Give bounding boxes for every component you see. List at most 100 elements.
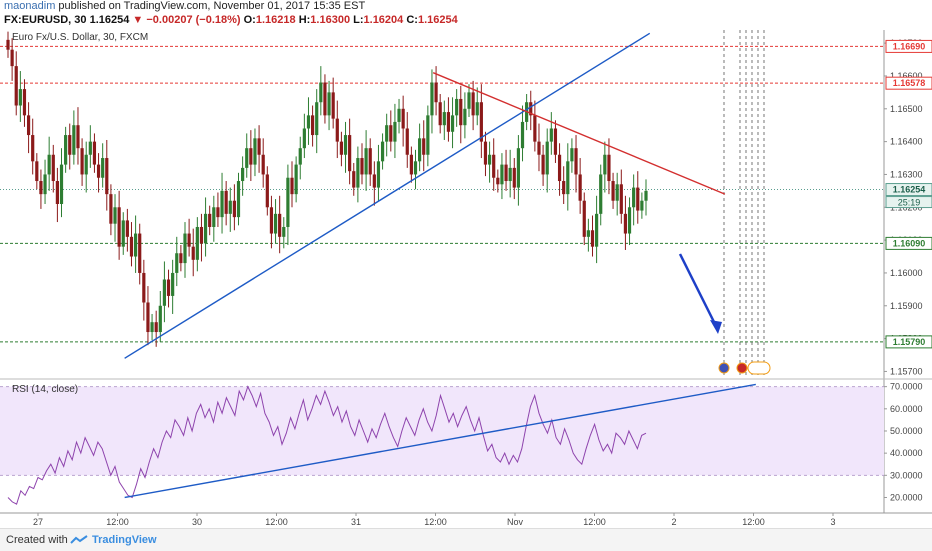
candle-body <box>393 121 397 142</box>
level-label-box <box>885 39 932 53</box>
candle-body <box>582 200 586 237</box>
candle-body <box>541 154 545 175</box>
candle-body <box>51 154 55 182</box>
candle-body <box>438 102 442 126</box>
candle-body <box>249 148 253 165</box>
candle-body <box>331 92 335 119</box>
price-chart[interactable]: 1.167001.166001.165001.164001.163001.162… <box>0 0 932 528</box>
candle-body <box>245 148 249 168</box>
level-label-box <box>885 76 932 90</box>
candle-body <box>241 167 245 182</box>
candle-body <box>236 181 241 218</box>
close-value: 1.16254 <box>417 14 458 26</box>
author-link[interactable]: maonadim <box>4 0 56 12</box>
candle-body <box>310 115 315 136</box>
candle-body <box>76 125 80 149</box>
candle-body <box>154 322 158 333</box>
candle-body <box>599 174 603 214</box>
price-tick-label: 1.16500 <box>890 104 923 114</box>
time-tick-label: 12:00 <box>424 517 447 527</box>
candle-body <box>603 154 607 175</box>
symbol-ohlc-line: FX:EURUSD, 30 1.16254 ▼ −0.00207 (−0.18%… <box>4 14 458 26</box>
candle-body <box>632 187 636 208</box>
candle-body <box>409 154 413 175</box>
candle-body <box>22 89 27 116</box>
candle-body <box>26 115 31 136</box>
candle-body <box>619 184 623 214</box>
candle-body <box>35 161 39 182</box>
candle-body <box>224 190 228 214</box>
candle-body <box>59 164 64 204</box>
rsi-tick-label: 20.0000 <box>890 492 923 502</box>
candle-body <box>315 102 319 136</box>
candle-body <box>195 226 199 260</box>
candle-body <box>413 161 418 175</box>
candle-body <box>339 141 344 155</box>
low-label: L: <box>353 14 364 26</box>
candle-body <box>467 92 471 109</box>
candle-body <box>261 154 265 175</box>
time-tick-label: 3 <box>830 517 835 527</box>
event-flag-icon <box>736 362 748 374</box>
price-tick-label: 1.16400 <box>890 137 923 147</box>
candle-body <box>578 174 582 201</box>
time-tick-label: 27 <box>33 517 43 527</box>
candle-body <box>376 161 381 188</box>
price-tick-label: 1.15700 <box>890 366 923 376</box>
rsi-title: RSI (14, close) <box>12 384 78 395</box>
candle-body <box>422 138 426 155</box>
price-tick-label: 1.15900 <box>890 301 923 311</box>
symbol-label: FX:EURUSD, 30 <box>4 14 87 26</box>
candle-body <box>113 207 117 224</box>
candle-body <box>319 82 323 103</box>
candle-body <box>348 135 352 172</box>
candle-body <box>273 213 278 234</box>
candle-body <box>463 108 467 126</box>
footer-bar: Created with TradingView <box>0 528 932 551</box>
candle-body <box>446 112 451 132</box>
candle-body <box>533 115 537 142</box>
candle-body <box>220 190 224 218</box>
price-pane <box>0 30 884 378</box>
tradingview-logo-icon <box>70 535 88 544</box>
candle-body <box>216 207 220 218</box>
candle-body <box>636 187 640 211</box>
candle-body <box>479 102 483 142</box>
open-label: O: <box>243 14 256 26</box>
candle-body <box>327 92 331 116</box>
low-value: 1.16204 <box>363 14 404 26</box>
candle-body <box>14 66 18 106</box>
candle-body <box>306 115 311 129</box>
candle-body <box>125 220 129 237</box>
candle-body <box>529 102 533 116</box>
candle-body <box>166 279 171 296</box>
candle-body <box>574 148 578 175</box>
candle-body <box>129 236 134 257</box>
candle-body <box>228 200 232 214</box>
candle-body <box>545 141 549 175</box>
tradingview-brand[interactable]: TradingView <box>92 534 157 546</box>
candle-body <box>117 207 121 247</box>
candle-body <box>607 154 611 182</box>
candle-body <box>590 230 595 247</box>
rsi-tick-label: 40.0000 <box>890 448 923 458</box>
candle-body <box>450 115 455 132</box>
candle-body <box>121 220 125 247</box>
high-value: 1.16300 <box>310 14 351 26</box>
candle-body <box>282 226 286 237</box>
candle-body <box>557 154 562 182</box>
candle-body <box>389 125 393 142</box>
chart-title: Euro Fx/U.S. Dollar, 30, FXCM <box>12 32 148 43</box>
candle-body <box>150 322 154 333</box>
arrow-head-icon <box>710 320 722 334</box>
high-label: H: <box>298 14 311 26</box>
candle-body <box>278 213 282 237</box>
candle-body <box>68 135 72 155</box>
candle-body <box>146 302 150 333</box>
countdown-box <box>885 196 932 209</box>
candle-body <box>570 148 574 162</box>
event-flag-icon <box>718 362 730 374</box>
time-tick-label: 12:00 <box>106 517 129 527</box>
candle-body <box>442 112 446 126</box>
candle-body <box>158 305 162 333</box>
